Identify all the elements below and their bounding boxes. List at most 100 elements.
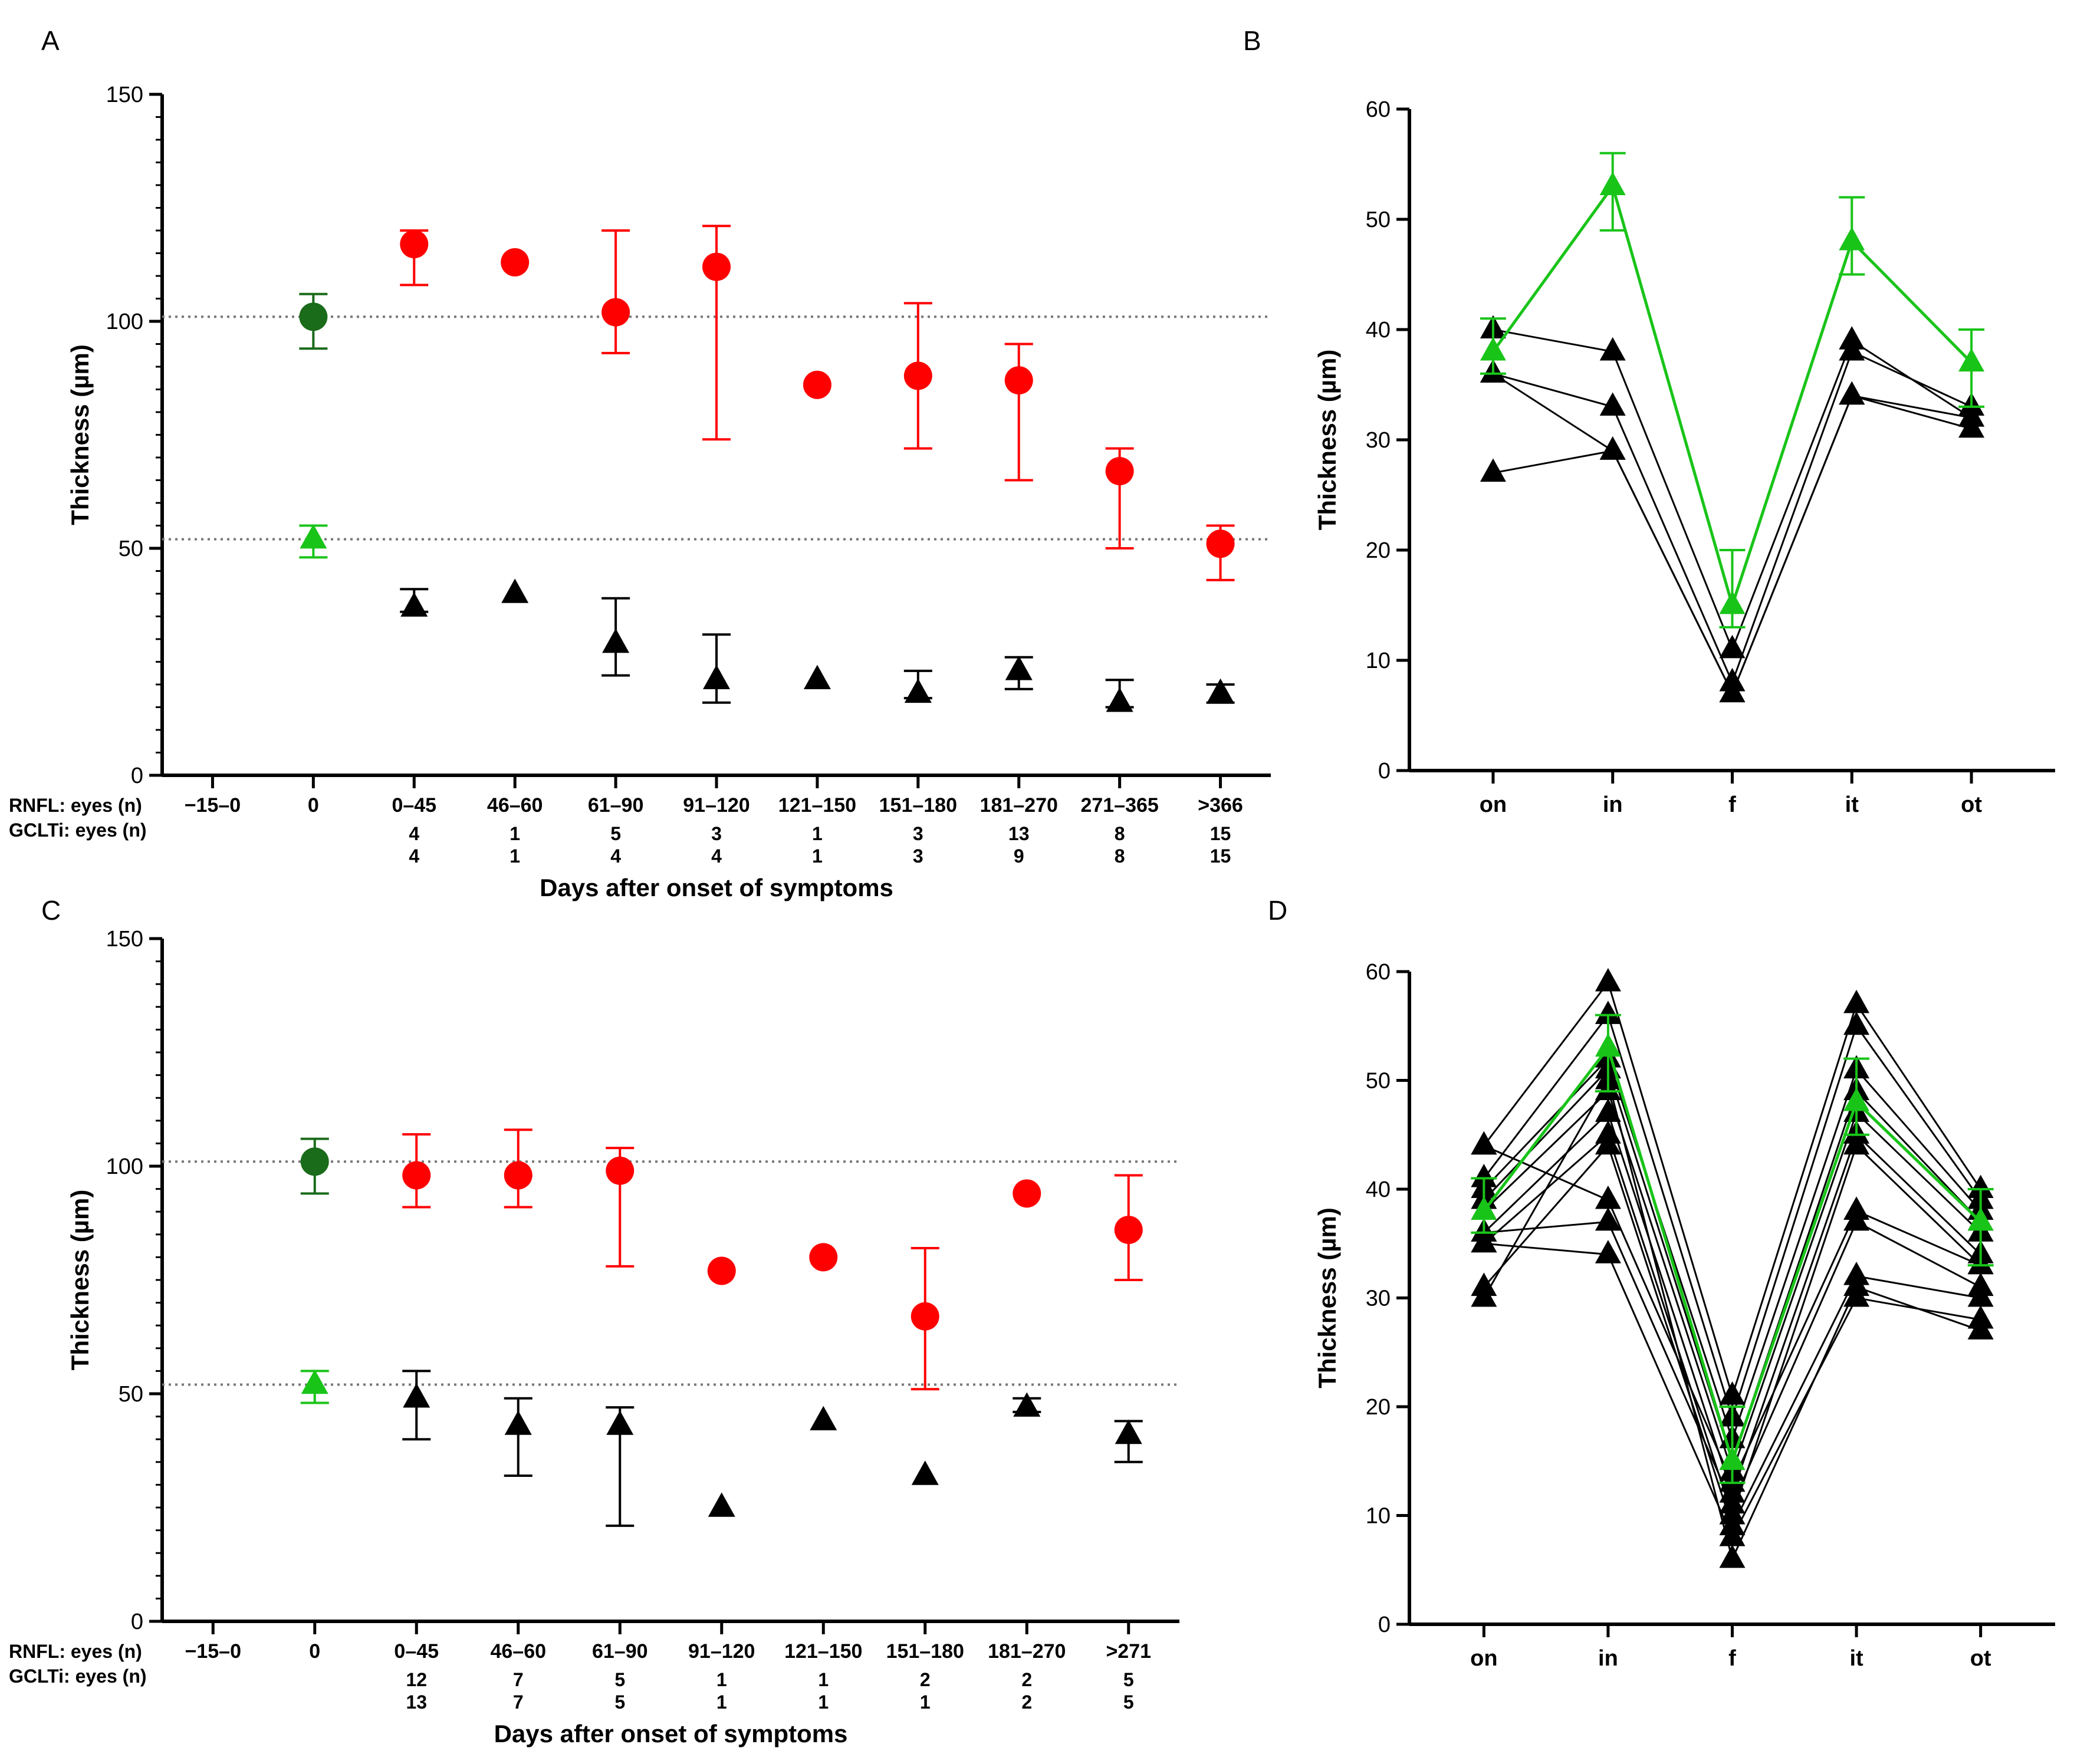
- gclti-count-label: GCLTi: eyes (n): [9, 1666, 147, 1687]
- x-tick-label: 0: [309, 1640, 320, 1663]
- data-point-triangle: [1719, 679, 1746, 703]
- x-tick-label: ot: [1970, 1646, 1991, 1671]
- x-tick-label: 121–150: [778, 794, 856, 817]
- gclti-count: 2: [1021, 1691, 1032, 1713]
- y-tick-label: 0: [1378, 759, 1391, 784]
- y-tick-label: 0: [1378, 1612, 1391, 1637]
- data-point-triangle: [300, 524, 327, 549]
- y-tick-label: 0: [131, 763, 143, 788]
- data-point-triangle: [708, 1492, 735, 1517]
- x-tick-label: >271: [1106, 1640, 1151, 1663]
- gclti-count: 3: [913, 845, 923, 867]
- data-point-circle: [606, 1156, 635, 1185]
- data-point-triangle: [1013, 1392, 1041, 1417]
- data-point-circle: [602, 298, 630, 327]
- x-tick-label: 0–45: [392, 794, 436, 817]
- y-tick-label: 30: [1366, 1286, 1391, 1311]
- data-point-triangle: [1843, 1131, 1870, 1155]
- data-point-triangle: [602, 628, 630, 653]
- rnfl-count: 3: [711, 823, 722, 844]
- x-tick-label: 91–120: [688, 1640, 755, 1663]
- x-tick-label: 121–150: [784, 1640, 862, 1663]
- data-point-triangle: [504, 1410, 532, 1435]
- data-point-circle: [1114, 1216, 1143, 1245]
- rnfl-count: 2: [920, 1669, 931, 1690]
- y-tick-label: 30: [1366, 428, 1391, 453]
- data-point-circle: [1105, 457, 1134, 486]
- x-axis-title: Days after onset of symptoms: [540, 874, 893, 901]
- y-tick-label: 0: [131, 1610, 143, 1634]
- y-tick-label: 100: [106, 1154, 143, 1179]
- y-tick-label: 50: [119, 537, 143, 561]
- gclti-count: 7: [513, 1691, 524, 1713]
- data-point-triangle: [1967, 1283, 1994, 1307]
- data-point-triangle: [1480, 337, 1506, 361]
- data-point-triangle: [1595, 1240, 1621, 1263]
- rnfl-count: 3: [913, 823, 923, 844]
- rnfl-count: 15: [1210, 823, 1231, 844]
- gclti-count: 9: [1014, 845, 1024, 867]
- panel-b: 0 10 20 30 40 50 60 Thickness (µm) on in f it ot: [1313, 97, 2055, 817]
- y-tick-label: 150: [106, 83, 143, 107]
- y-axis-title: Thickness (µm): [1313, 350, 1341, 531]
- x-tick-label: on: [1480, 792, 1507, 817]
- data-point-triangle: [1719, 1522, 1746, 1546]
- x-tick-label: −15–0: [185, 794, 241, 817]
- x-tick-label: 181–270: [988, 1640, 1066, 1663]
- data-point-triangle: [1115, 1419, 1142, 1444]
- x-tick-label: 151–180: [886, 1640, 964, 1663]
- y-tick-label: 50: [119, 1382, 143, 1407]
- data-point-triangle: [904, 678, 932, 703]
- y-tick-label: 60: [1366, 97, 1391, 122]
- y-tick-label: 10: [1366, 1504, 1391, 1529]
- x-tick-label: −15–0: [185, 1640, 242, 1663]
- series-line: [1493, 350, 1972, 685]
- data-point-triangle: [1595, 1098, 1621, 1122]
- rnfl-count: 12: [406, 1669, 427, 1690]
- gclti-count: 5: [1123, 1691, 1134, 1713]
- data-point-circle: [504, 1161, 533, 1190]
- data-point-triangle: [400, 592, 428, 617]
- data-point-triangle: [1958, 403, 1985, 427]
- data-point-triangle: [1719, 1544, 1746, 1568]
- data-point-triangle: [1843, 1087, 1870, 1111]
- panel-c: 0 50 100 150 Thickness (µm) −15–0 0 0–45 46–60 61…: [9, 927, 1179, 1747]
- data-point-triangle: [911, 1460, 939, 1485]
- data-point-triangle: [1106, 687, 1133, 712]
- x-tick-label: it: [1849, 1646, 1863, 1671]
- series-line: [1483, 1013, 1981, 1421]
- x-tick-label: f: [1728, 1646, 1736, 1671]
- data-point-triangle: [1595, 1207, 1621, 1231]
- y-tick-label: 40: [1366, 1177, 1391, 1202]
- x-tick-label: on: [1470, 1646, 1497, 1671]
- data-point-triangle: [1471, 1229, 1497, 1253]
- x-axis-title: Days after onset of symptoms: [494, 1720, 848, 1747]
- data-point-triangle: [1595, 1033, 1621, 1057]
- gclti-count: 15: [1210, 845, 1231, 867]
- panel-label-a: A: [41, 25, 60, 56]
- gclti-count: 1: [818, 1691, 829, 1713]
- panel-d: 0 10 20 30 40 50 60 Thickness (µm) on in f it ot: [1313, 960, 2055, 1671]
- x-tick-label: >366: [1198, 794, 1243, 817]
- data-point-triangle: [1839, 226, 1865, 251]
- gclti-count: 4: [711, 845, 722, 867]
- series-line: [1491, 183, 1973, 611]
- data-point-circle: [911, 1302, 939, 1331]
- data-point-circle: [702, 252, 731, 281]
- series-line: [1483, 980, 1981, 1399]
- data-point-circle: [707, 1256, 736, 1285]
- gclti-count: 1: [510, 845, 520, 867]
- data-point-circle: [809, 1243, 838, 1272]
- gclti-count: 13: [406, 1691, 427, 1713]
- data-point-circle: [402, 1161, 431, 1190]
- y-tick-label: 150: [106, 927, 143, 952]
- rnfl-count: 1: [716, 1669, 727, 1690]
- x-tick-label: 91–120: [683, 794, 750, 817]
- data-point-triangle: [1967, 1207, 1994, 1231]
- x-tick-label: it: [1845, 792, 1859, 817]
- data-point-circle: [803, 370, 831, 399]
- rnfl-count: 4: [409, 823, 419, 844]
- x-tick-label: in: [1598, 1646, 1618, 1671]
- panel-label-c: C: [41, 895, 61, 926]
- x-tick-label: 46–60: [490, 1640, 546, 1663]
